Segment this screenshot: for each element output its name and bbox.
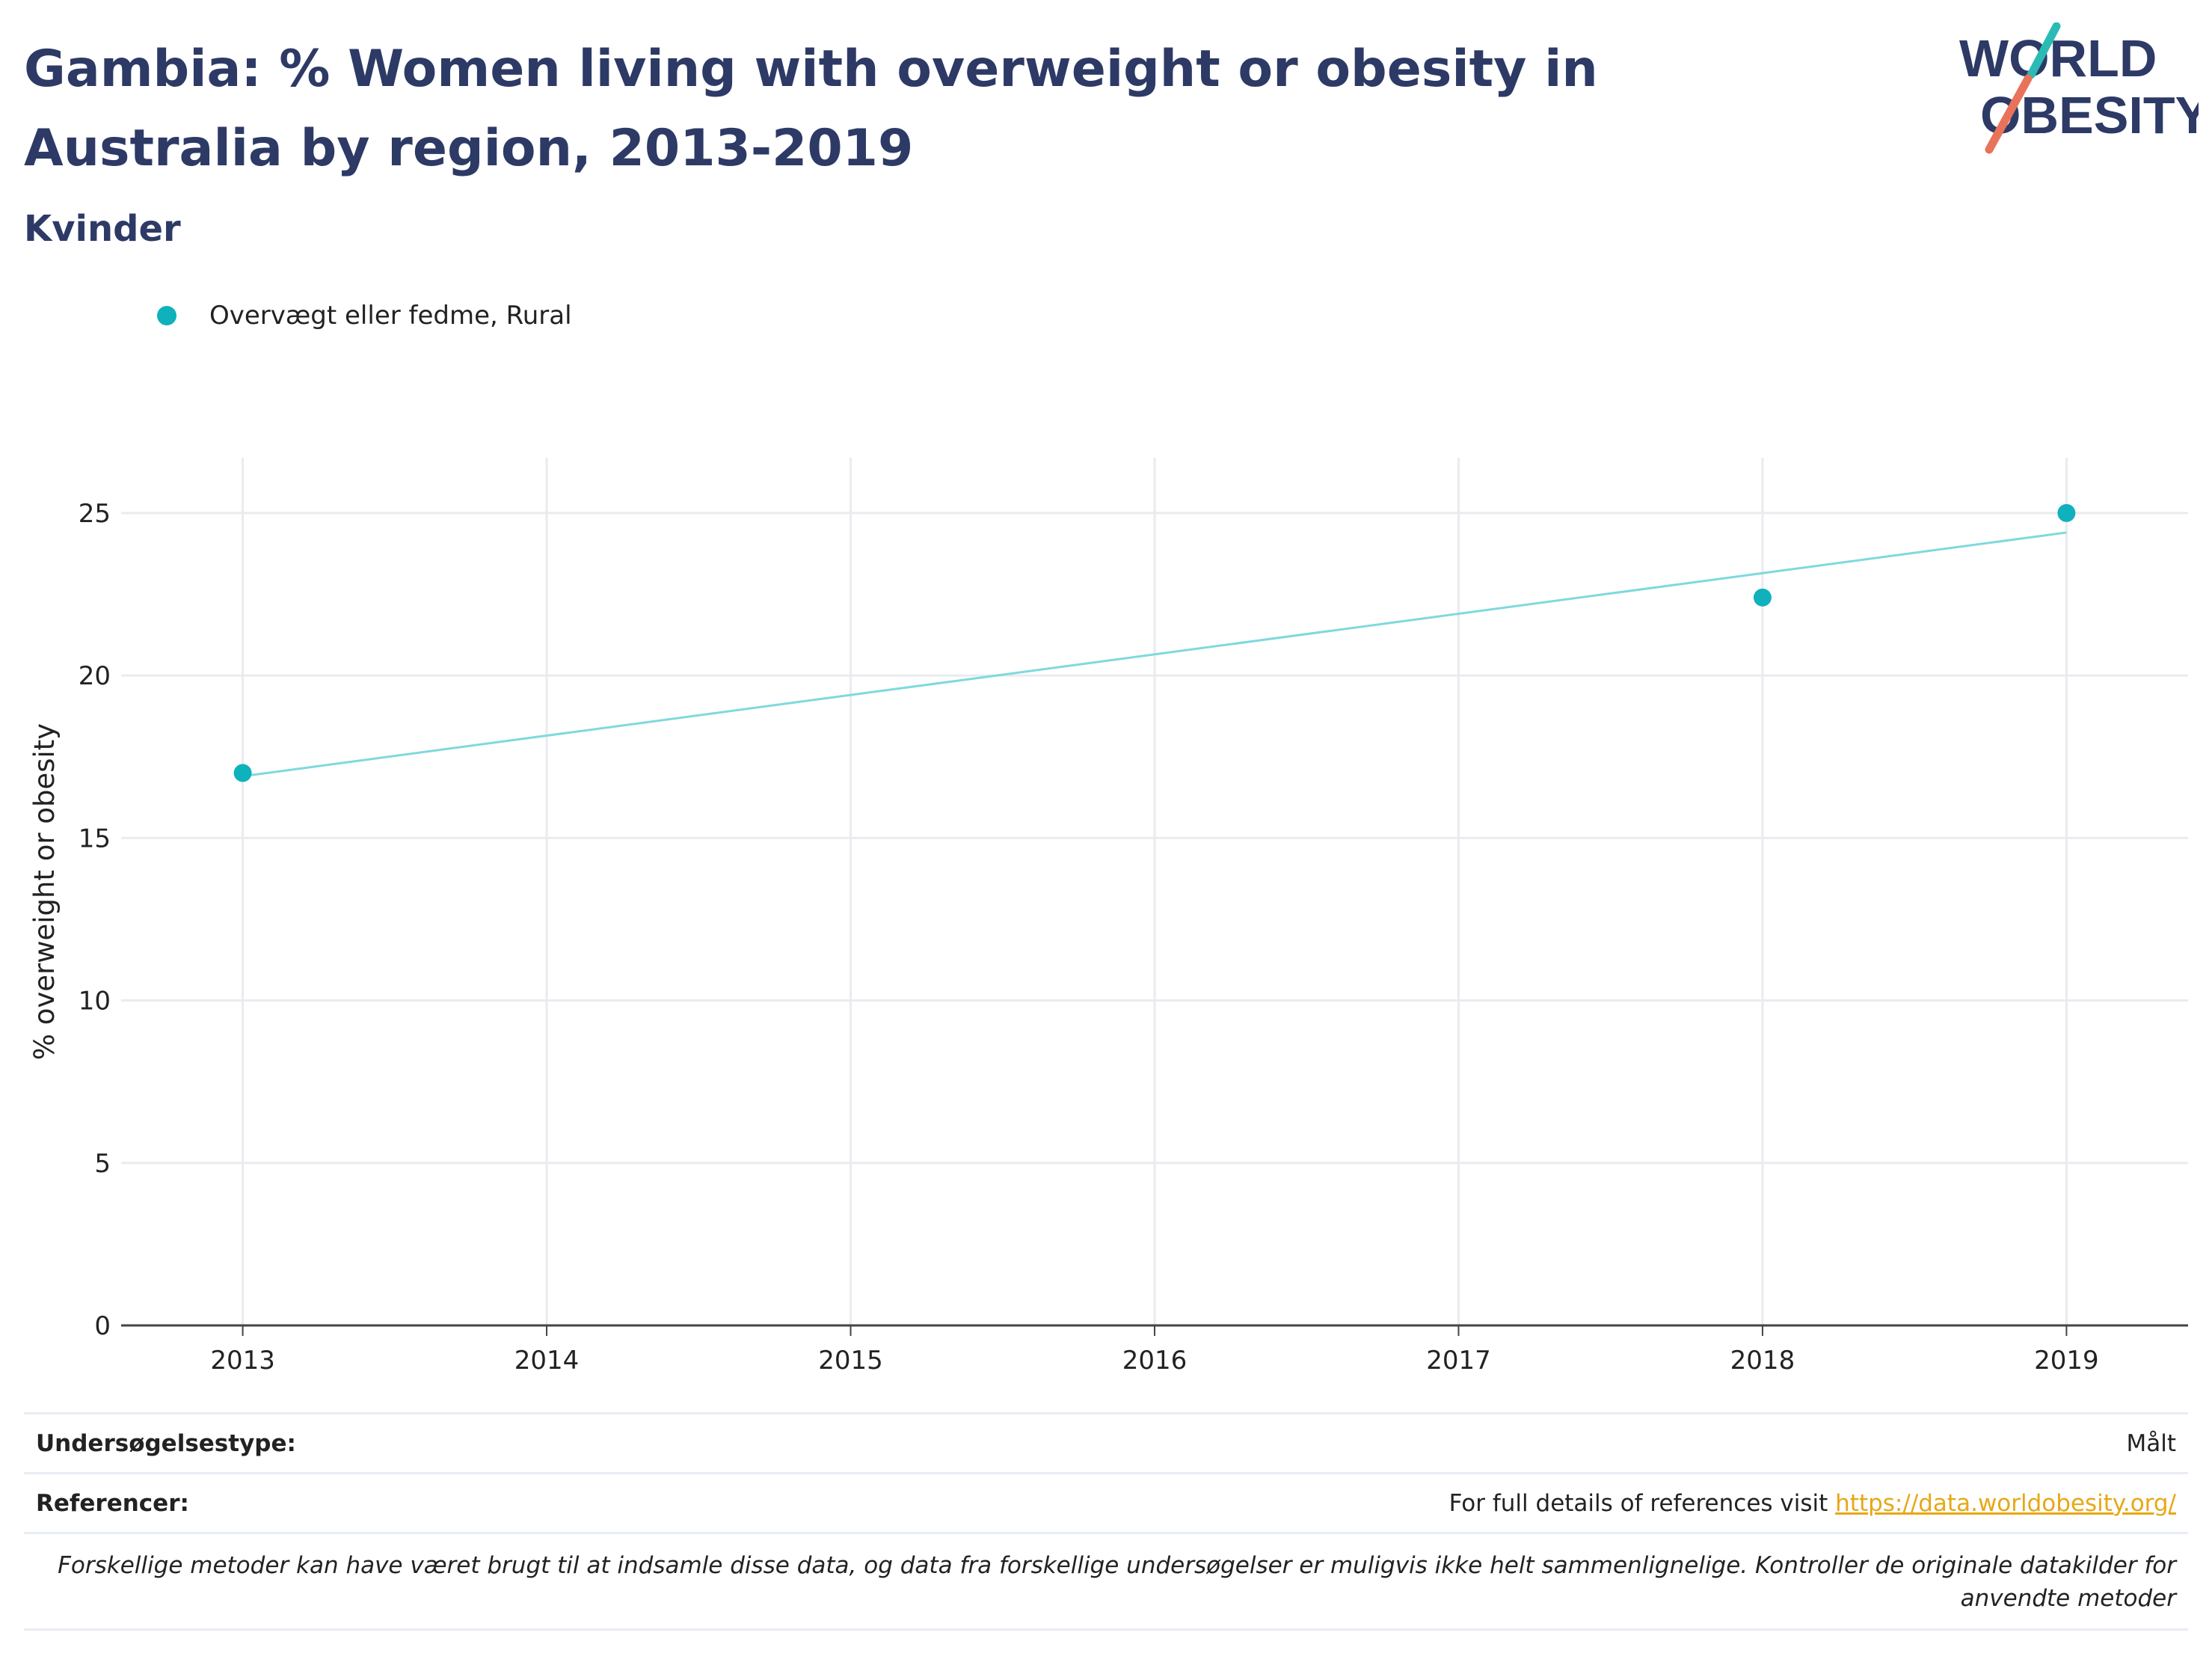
- line-chart: 0 5 10 15 20 25 2013 2014 2015 2016 2017 2018 2019 % …: [28, 458, 2188, 1376]
- x-tick-label: 2016: [1122, 1346, 1188, 1376]
- chart-legend[interactable]: Overvægt eller fedme, Rural: [157, 301, 572, 331]
- x-tick-label: 2019: [2034, 1346, 2099, 1376]
- survey-type-label: Undersøgelsestype:: [36, 1429, 296, 1457]
- references-value: For full details of references visit htt…: [1449, 1490, 2176, 1517]
- y-tick-label: 25: [79, 499, 111, 529]
- y-tick-label: 15: [79, 824, 111, 853]
- y-tick-label: 20: [79, 661, 111, 691]
- logo-text-world: WORLD: [1959, 29, 2157, 88]
- x-tick-label: 2018: [1730, 1346, 1795, 1376]
- trend-line: [242, 531, 2067, 778]
- chart-subtitle: Kvinder: [24, 208, 181, 250]
- info-panel: Undersøgelsestype: Målt Referencer: For …: [24, 1412, 2188, 1631]
- y-tick-label: 5: [94, 1149, 111, 1179]
- world-obesity-logo: WORLD OBESITY: [1959, 22, 2199, 154]
- y-tick-label: 0: [94, 1311, 111, 1341]
- survey-type-value: Målt: [2126, 1429, 2176, 1457]
- logo-text-obesity: OBESITY: [1980, 86, 2199, 144]
- references-row: Referencer: For full details of referenc…: [24, 1472, 2188, 1532]
- data-point: [233, 764, 252, 782]
- chart-title: Gambia: % Women living with overweight o…: [24, 40, 1598, 178]
- logo-slash-coral: [1985, 74, 2033, 154]
- x-tick-label: 2014: [514, 1346, 580, 1376]
- y-tick-label: 10: [79, 987, 111, 1017]
- survey-type-row: Undersøgelsestype: Målt: [24, 1412, 2188, 1472]
- x-tick-label: 2017: [1426, 1346, 1491, 1376]
- logo-slash-teal: [2027, 22, 2061, 79]
- references-text: For full details of references visit: [1448, 1489, 1836, 1517]
- data-point: [2057, 503, 2076, 522]
- data-point: [1753, 588, 1772, 607]
- methods-note: Forskellige metoder kan have været brugt…: [24, 1532, 2188, 1631]
- x-tick-label: 2013: [210, 1346, 275, 1376]
- references-label: Referencer:: [36, 1489, 189, 1517]
- references-link[interactable]: https://data.worldobesity.org/: [1835, 1489, 2176, 1517]
- legend-label: Overvægt eller fedme, Rural: [209, 301, 572, 331]
- x-tick-label: 2015: [818, 1346, 883, 1376]
- legend-marker: [157, 306, 176, 325]
- y-axis-title: % overweight or obesity: [28, 723, 61, 1060]
